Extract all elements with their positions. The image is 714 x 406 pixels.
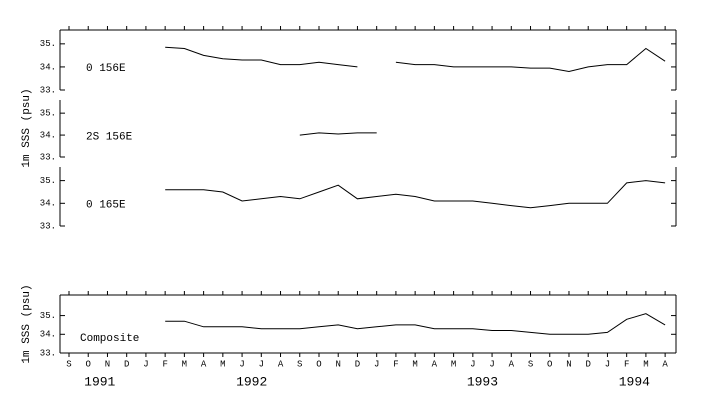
y-tick-label: 34. (40, 130, 56, 140)
y-axis-label: 1m SSS (psu) (21, 284, 33, 363)
x-tick-label: S (528, 359, 533, 369)
x-tick-label: F (624, 359, 629, 369)
year-label: 1991 (84, 374, 115, 389)
x-tick-label: F (393, 359, 398, 369)
y-tick-label: 33. (40, 85, 56, 95)
x-tick-label: A (432, 359, 438, 369)
panel-title: 0 156E (86, 63, 126, 75)
x-tick-label: O (547, 359, 552, 369)
x-tick-label: D (124, 359, 129, 369)
x-tick-label: J (259, 359, 264, 369)
y-tick-label: 34. (40, 199, 56, 209)
panel-title: Composite (80, 333, 139, 345)
y-tick-label: 34. (40, 330, 56, 340)
y-tick-label: 35. (40, 311, 56, 321)
y-tick-label: 35. (40, 109, 56, 119)
x-tick-label: J (143, 359, 148, 369)
panel-title: 0 165E (86, 199, 126, 211)
x-tick-label: A (278, 359, 284, 369)
x-tick-label: A (201, 359, 207, 369)
x-tick-label: O (316, 359, 321, 369)
x-tick-label: N (105, 359, 110, 369)
x-tick-label: N (336, 359, 341, 369)
data-line (299, 132, 377, 136)
y-tick-label: 35. (40, 176, 56, 186)
y-axis-label: 1m SSS (psu) (21, 88, 33, 167)
year-label: 1992 (236, 374, 267, 389)
y-tick-label: 34. (40, 62, 56, 72)
panel-title: 2S 156E (86, 131, 133, 143)
y-tick-label: 33. (40, 221, 56, 231)
x-tick-label: F (162, 359, 167, 369)
data-line (165, 313, 666, 335)
x-tick-label: J (470, 359, 475, 369)
x-tick-label: A (509, 359, 515, 369)
x-tick-label: J (374, 359, 379, 369)
x-tick-label: S (66, 359, 71, 369)
x-tick-label: D (355, 359, 360, 369)
x-tick-label: M (643, 359, 648, 369)
x-tick-label: N (566, 359, 571, 369)
x-tick-label: A (662, 359, 668, 369)
x-tick-label: O (86, 359, 91, 369)
x-tick-label: M (220, 359, 225, 369)
data-line (165, 46, 666, 73)
x-tick-label: J (605, 359, 610, 369)
year-label: 1993 (467, 374, 498, 389)
x-tick-label: J (489, 359, 494, 369)
x-tick-label: M (412, 359, 417, 369)
y-tick-label: 33. (40, 348, 56, 358)
y-tick-label: 35. (40, 39, 56, 49)
data-line (165, 180, 666, 209)
y-tick-label: 33. (40, 152, 56, 162)
x-tick-label: M (451, 359, 456, 369)
x-tick-label: M (182, 359, 187, 369)
x-tick-label: J (239, 359, 244, 369)
x-tick-label: S (297, 359, 302, 369)
x-tick-label: D (586, 359, 591, 369)
year-label: 1994 (619, 374, 650, 389)
